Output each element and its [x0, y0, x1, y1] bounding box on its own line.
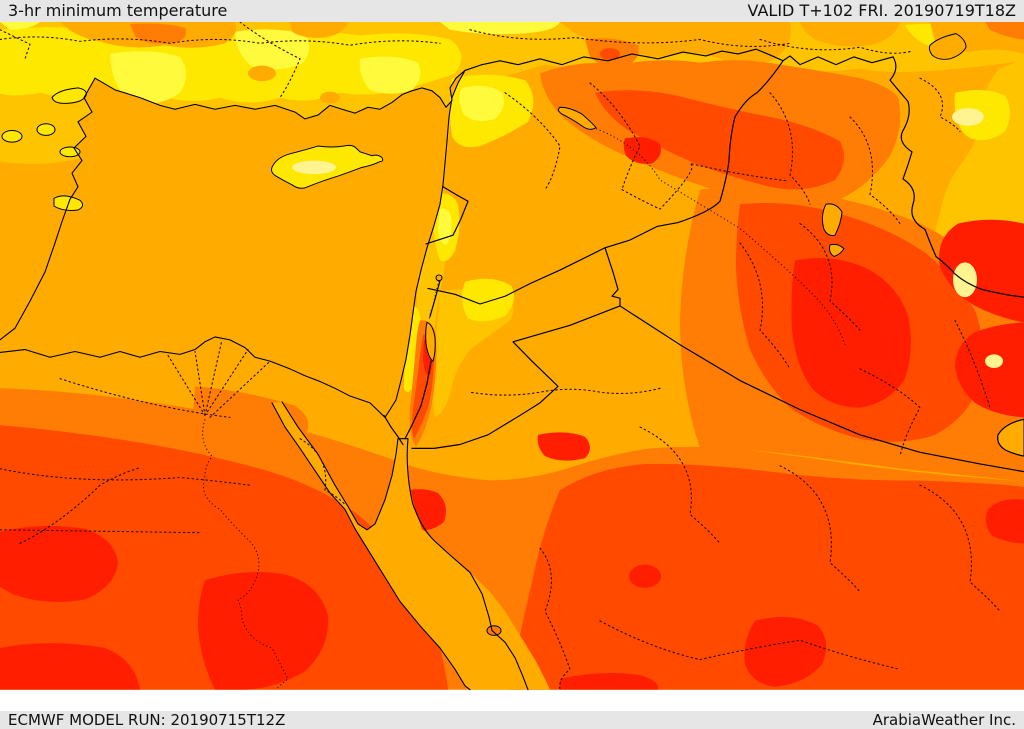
- aegean-island: [51, 87, 87, 104]
- bright-yellow-layer: [0, 22, 560, 245]
- temperature-map-svg: [0, 22, 1024, 691]
- dead-sea: [425, 321, 436, 362]
- lake-tharthar: [821, 203, 843, 237]
- jordan-saudi-border: [411, 305, 621, 449]
- lake-van: [928, 33, 967, 60]
- sea-of-galilee: [435, 274, 443, 282]
- jordan-iraq-border: [604, 247, 621, 307]
- persian-gulf-coast: [997, 418, 1024, 457]
- lake-habbaniyah: [829, 243, 845, 258]
- map-title: 3-hr minimum temperature: [8, 1, 228, 20]
- syria-iraq-border: [604, 60, 784, 249]
- status-bar: ECMWF MODEL RUN: 20190715T12Z ArabiaWeat…: [0, 711, 1024, 729]
- aegean-island: [1, 130, 23, 143]
- turkey-syria-iraq-border: [464, 48, 894, 72]
- admin-border-layer: [0, 22, 1001, 691]
- lebanon-border: [425, 186, 469, 245]
- model-run-label: ECMWF MODEL RUN: 20190715T12Z: [8, 710, 286, 729]
- country-border-layer: [383, 48, 1024, 473]
- aegean-island: [36, 123, 56, 136]
- valid-time: VALID T+102 FRI. 20190719T18Z: [747, 1, 1016, 20]
- red-layer: [0, 137, 1024, 690]
- coastline-layer: [0, 69, 1024, 691]
- pale-yellow-layer: [952, 108, 1003, 368]
- title-bar: 3-hr minimum temperature VALID T+102 FRI…: [0, 0, 1024, 22]
- syria-jordan-border: [427, 247, 606, 305]
- tiran-island: [486, 625, 502, 636]
- red-sea: [272, 401, 550, 690]
- lake-assad: [557, 106, 597, 130]
- red-sea-african-coast: [271, 402, 471, 691]
- mediterranean-coast: [0, 69, 466, 418]
- map-canvas: [0, 22, 1024, 711]
- cyprus-highland: [292, 160, 336, 175]
- egypt-israel-border: [383, 414, 404, 446]
- red-sea-asian-coast: [281, 401, 529, 691]
- iraq-saudi-border: [619, 305, 1024, 473]
- euphrates-river: [595, 128, 846, 345]
- iran-border: [889, 56, 1024, 298]
- branding-label: ArabiaWeather Inc.: [872, 710, 1016, 729]
- aegean-coast: [0, 77, 96, 341]
